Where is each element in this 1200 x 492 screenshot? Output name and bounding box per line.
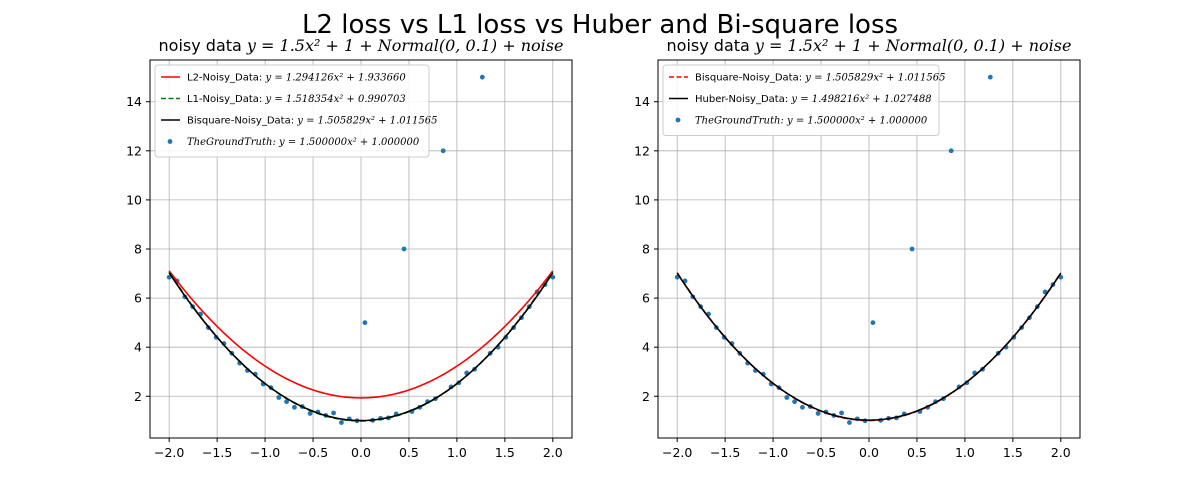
subplot-title: noisy data y = 1.5x² + 1 + Normal(0, 0.1… — [667, 36, 1072, 55]
x-tick-label: 1.0 — [955, 445, 975, 460]
y-tick-label: 14 — [634, 94, 650, 109]
scatter-point — [401, 246, 407, 252]
x-tick-label: 2.0 — [1051, 445, 1071, 460]
scatter-point — [792, 399, 797, 405]
subplot-title-equation: y = 1.5x² + 1 + Normal(0, 0.1) + noise — [246, 36, 564, 55]
legend-box — [662, 64, 940, 136]
x-tick-label: −0.5 — [298, 445, 328, 460]
x-tick-label: 0.0 — [859, 445, 879, 460]
y-tick-label: 8 — [134, 242, 142, 257]
x-tick-label: 2.0 — [543, 445, 563, 460]
legend-point-swatch — [675, 117, 681, 123]
y-tick-label: 10 — [634, 192, 650, 207]
right-subplot: noisy data y = 1.5x² + 1 + Normal(0, 0.1… — [634, 36, 1081, 460]
y-tick-label: 8 — [642, 242, 650, 257]
x-tick-label: −1.5 — [202, 445, 232, 460]
figure-title: L2 loss vs L1 loss vs Huber and Bi-squar… — [302, 10, 898, 40]
x-tick-label: 1.5 — [1003, 445, 1023, 460]
scatter-point — [839, 410, 844, 416]
scatter-point — [815, 411, 821, 416]
scatter-point — [847, 420, 852, 425]
x-tick-label: 0.5 — [399, 445, 419, 460]
x-tick-label: −2.0 — [662, 445, 692, 460]
x-tick-label: 1.5 — [495, 445, 515, 460]
y-tick-label: 12 — [634, 143, 650, 158]
fit-line-l2-noisy-data — [168, 270, 554, 399]
scatter-point — [307, 411, 313, 416]
y-tick-label: 2 — [642, 389, 650, 404]
x-tick-label: −1.0 — [250, 445, 280, 460]
legend: L2-Noisy_Data: y = 1.294126x² + 1.933660… — [154, 64, 437, 158]
legend-label: L2-Noisy_Data: y = 1.294126x² + 1.933660 — [187, 73, 406, 84]
x-tick-label: 0.5 — [907, 445, 927, 460]
scatter-point — [784, 395, 790, 400]
scatter-point — [166, 274, 172, 280]
scatter-point — [440, 148, 446, 154]
subplot-title-prefix: noisy data — [667, 36, 755, 55]
scatter-point — [479, 74, 485, 80]
subplot-title-prefix: noisy data — [159, 36, 247, 55]
legend-label: L1-Noisy_Data: y = 1.518354x² + 0.990703 — [187, 94, 406, 105]
scatter-point — [276, 395, 282, 400]
x-tick-label: −0.5 — [806, 445, 836, 460]
y-tick-label: 6 — [642, 291, 650, 306]
legend-label: Huber-Noisy_Data: y = 1.498216x² + 1.027… — [695, 94, 932, 105]
subplot-title-equation: y = 1.5x² + 1 + Normal(0, 0.1) + noise — [754, 36, 1072, 55]
legend: Bisquare-Noisy_Data: y = 1.505829x² + 1.… — [662, 64, 945, 136]
x-tick-label: −1.0 — [758, 445, 788, 460]
left-subplot: noisy data y = 1.5x² + 1 + Normal(0, 0.1… — [126, 36, 573, 460]
y-tick-label: 12 — [126, 143, 142, 158]
scatter-point — [987, 74, 993, 80]
legend-point-swatch — [167, 139, 173, 144]
x-tick-label: 1.0 — [447, 445, 467, 460]
legend-label: Bisquare-Noisy_Data: y = 1.505829x² + 1.… — [695, 73, 945, 84]
scatter-point — [339, 420, 344, 425]
scatter-point — [331, 410, 336, 416]
fit-line-bisquare-noisy-data — [168, 272, 554, 422]
y-tick-label: 2 — [134, 389, 142, 404]
scatter-point — [284, 399, 289, 405]
y-tick-label: 4 — [134, 340, 142, 355]
y-tick-label: 10 — [126, 192, 142, 207]
scatter-point — [800, 404, 805, 410]
x-tick-label: 0.0 — [351, 445, 371, 460]
legend-label: Bisquare-Noisy_Data: y = 1.505829x² + 1.… — [187, 116, 437, 127]
subplot-title: noisy data y = 1.5x² + 1 + Normal(0, 0.1… — [159, 36, 564, 55]
x-tick-label: −1.5 — [710, 445, 740, 460]
scatter-point — [870, 320, 876, 326]
scatter-point — [292, 404, 297, 410]
legend-label: TheGroundTruth: y = 1.500000x² + 1.00000… — [187, 137, 420, 148]
y-tick-label: 6 — [134, 291, 142, 306]
scatter-point — [362, 320, 368, 326]
x-tick-label: −2.0 — [154, 445, 184, 460]
scatter-point — [948, 148, 954, 154]
scatter-point — [909, 246, 915, 252]
y-tick-label: 4 — [642, 340, 650, 355]
legend-label: TheGroundTruth: y = 1.500000x² + 1.00000… — [695, 116, 928, 127]
y-tick-label: 14 — [126, 94, 142, 109]
scatter-point — [550, 274, 556, 280]
fit-line-huber-noisy-data — [676, 272, 1062, 421]
legend-box — [154, 64, 430, 158]
